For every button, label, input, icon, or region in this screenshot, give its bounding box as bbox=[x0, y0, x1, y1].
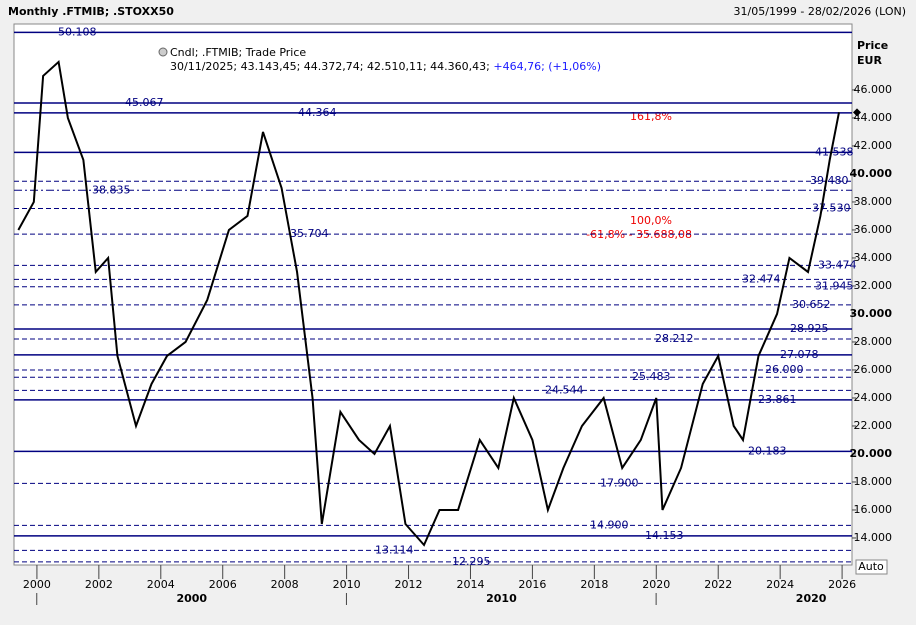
decade-label: 2000 bbox=[176, 592, 207, 605]
y-tick-label: 28.000 bbox=[854, 335, 893, 348]
x-tick-label: 2010 bbox=[333, 578, 361, 591]
legend-icon bbox=[158, 47, 168, 57]
level-label: 25.483 bbox=[632, 370, 671, 383]
level-label: 33.474 bbox=[818, 258, 857, 271]
level-label: 30.652 bbox=[792, 298, 831, 311]
legend-values: 30/11/2025; 43.143,45; 44.372,74; 42.510… bbox=[170, 60, 601, 73]
y-tick-label: 14.000 bbox=[854, 531, 893, 544]
auto-button[interactable] bbox=[855, 559, 888, 575]
level-label: 37.530 bbox=[812, 202, 851, 215]
x-tick-label: 2012 bbox=[395, 578, 423, 591]
price-line bbox=[17, 59, 840, 547]
fib-label: 161,8% bbox=[630, 110, 672, 123]
x-tick-label: 2016 bbox=[518, 578, 546, 591]
level-label: 17.900 bbox=[600, 476, 639, 489]
level-label: 39.480 bbox=[810, 174, 849, 187]
x-tick-label: 2002 bbox=[85, 578, 113, 591]
fib-label: 100,0% bbox=[630, 214, 672, 227]
level-label: 41.538 bbox=[815, 145, 854, 158]
decade-label: 2010 bbox=[486, 592, 517, 605]
y-tick-label: 18.000 bbox=[854, 475, 893, 488]
chart-title: Monthly .FTMIB; .STOXX50 bbox=[8, 5, 174, 18]
y-tick-label: 24.000 bbox=[854, 391, 893, 404]
axis-unit: EUR bbox=[857, 54, 882, 67]
level-label: 14.153 bbox=[645, 529, 684, 542]
level-label: 50.108 bbox=[58, 25, 97, 38]
level-label: 12.295 bbox=[452, 555, 491, 568]
y-tick-label: 26.000 bbox=[854, 363, 893, 376]
auto-label[interactable]: Auto bbox=[858, 560, 884, 573]
x-tick-label: 2000 bbox=[23, 578, 51, 591]
last-value-marker bbox=[853, 108, 861, 117]
y-tick-label: 42.000 bbox=[854, 139, 893, 152]
level-label: 24.544 bbox=[545, 383, 584, 396]
level-label: 26.000 bbox=[765, 363, 804, 376]
legend-ohlc: 30/11/2025; 43.143,45; 44.372,74; 42.510… bbox=[170, 60, 490, 73]
x-tick-label: 2004 bbox=[147, 578, 175, 591]
level-label: 44.364 bbox=[298, 106, 337, 119]
x-tick-label: 2024 bbox=[766, 578, 794, 591]
level-label: 35.704 bbox=[290, 227, 329, 240]
plot-area bbox=[13, 23, 853, 566]
level-label: 27.078 bbox=[780, 348, 819, 361]
level-label: 20.183 bbox=[748, 444, 787, 457]
x-tick-label: 2008 bbox=[271, 578, 299, 591]
x-tick-label: 2018 bbox=[580, 578, 608, 591]
y-tick-label: 44.000 bbox=[854, 111, 893, 124]
level-label: 31.945 bbox=[815, 280, 854, 293]
y-tick-label: 32.000 bbox=[854, 279, 893, 292]
level-label: 38.835 bbox=[92, 183, 131, 196]
level-label: 45.067 bbox=[125, 96, 164, 109]
level-label: 14.900 bbox=[590, 518, 629, 531]
y-tick-label: 22.000 bbox=[854, 419, 893, 432]
level-label: 23.861 bbox=[758, 393, 797, 406]
y-tick-label: 46.000 bbox=[854, 83, 893, 96]
level-label: 13.114 bbox=[375, 543, 414, 556]
x-tick-label: 2026 bbox=[828, 578, 856, 591]
y-tick-label: 34.000 bbox=[854, 251, 893, 264]
x-tick-label: 2014 bbox=[456, 578, 484, 591]
y-tick-label: 38.000 bbox=[854, 195, 893, 208]
level-label: 28.925 bbox=[790, 322, 829, 335]
legend-line: Cndl; .FTMIB; Trade Price bbox=[170, 46, 306, 59]
axis-title: Price bbox=[857, 39, 888, 52]
x-tick-label: 2006 bbox=[209, 578, 237, 591]
y-tick-label: 20.000 bbox=[850, 447, 893, 460]
level-label: 32.474 bbox=[742, 272, 781, 285]
y-tick-label: 16.000 bbox=[854, 503, 893, 516]
legend-change: +464,76; (+1,06%) bbox=[493, 60, 601, 73]
x-tick-label: 2020 bbox=[642, 578, 670, 591]
y-tick-label: 30.000 bbox=[850, 307, 893, 320]
y-tick-label: 36.000 bbox=[854, 223, 893, 236]
y-tick-label: 40.000 bbox=[850, 167, 893, 180]
date-range: 31/05/1999 - 28/02/2026 (LON) bbox=[734, 5, 906, 18]
level-label: 28.212 bbox=[655, 332, 694, 345]
x-tick-label: 2022 bbox=[704, 578, 732, 591]
decade-label: 2020 bbox=[796, 592, 827, 605]
